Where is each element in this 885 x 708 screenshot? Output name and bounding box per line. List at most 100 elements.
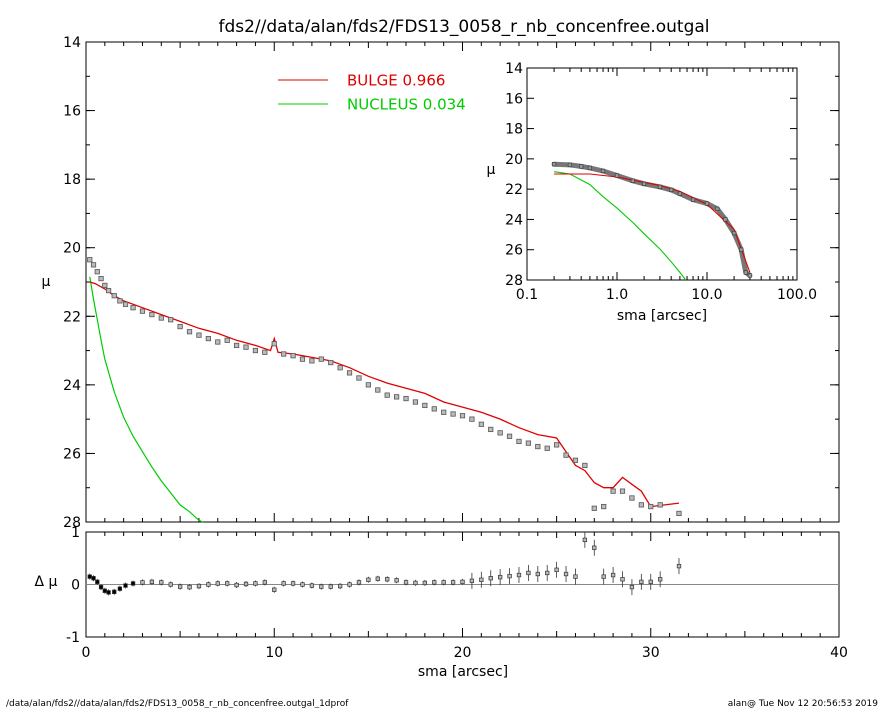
observed-point: [122, 301, 129, 307]
inset-observed-point: [641, 181, 647, 186]
residual-point: [385, 577, 390, 582]
observed-point: [412, 399, 419, 405]
observed-point: [365, 382, 371, 388]
inset-x-tick-label: 1.0: [606, 287, 628, 303]
inset-y-tick-label: 24: [505, 212, 523, 228]
observed-point: [290, 353, 296, 359]
observed-point: [572, 457, 579, 463]
observed-point: [657, 502, 663, 508]
residual-point: [177, 584, 183, 589]
inset-observed-point: [677, 191, 683, 196]
residual-point: [563, 571, 569, 577]
observed-point: [90, 262, 97, 268]
observed-point: [619, 488, 626, 494]
residual-point: [601, 574, 606, 579]
residual-point: [281, 581, 286, 586]
observed-point: [638, 502, 644, 508]
residual-point: [403, 580, 409, 585]
observed-point: [582, 462, 588, 469]
observed-point: [318, 356, 324, 362]
residual-x-tick-label: 0: [82, 645, 91, 661]
residual-point: [159, 580, 164, 585]
inset-observed-point: [731, 230, 737, 236]
observed-point: [205, 335, 211, 342]
inset-observed-point: [739, 247, 744, 252]
residual-point: [488, 576, 493, 581]
residual-point: [130, 581, 136, 586]
residual-point: [95, 579, 100, 585]
observed-point: [497, 430, 503, 436]
residual-point: [106, 590, 111, 595]
main-y-tick-label: 28: [63, 515, 81, 531]
inset-y-tick-label: 16: [505, 91, 523, 107]
inset-observed-point: [567, 162, 573, 168]
residual-point: [582, 537, 588, 543]
observed-point: [506, 433, 513, 439]
residual-x-tick-label: 20: [454, 645, 472, 661]
observed-point: [262, 349, 268, 355]
observed-point: [469, 416, 475, 422]
residual-point: [375, 576, 380, 581]
observed-point: [610, 488, 616, 494]
observed-point: [450, 411, 456, 417]
residual-point: [629, 584, 635, 590]
residual-point: [337, 583, 343, 589]
observed-point: [346, 370, 353, 376]
observed-point: [98, 275, 104, 282]
residual-point: [432, 580, 437, 585]
residual-point: [545, 570, 550, 576]
observed-point: [102, 282, 108, 289]
inset-y-axis-label: μ: [487, 162, 496, 178]
observed-point: [309, 358, 315, 364]
observed-point: [252, 347, 259, 354]
residual-point: [149, 579, 155, 585]
inset-y-tick-label: 28: [505, 273, 523, 289]
residual-point: [234, 582, 239, 588]
observed-point: [177, 323, 183, 330]
inset-y-tick-label: 22: [505, 182, 523, 198]
chart-title: fds2//data/alan/fds2/FDS13_0058_r_nb_con…: [218, 17, 709, 37]
residual-point: [620, 577, 625, 582]
residual-point: [243, 581, 249, 587]
residual-y-tick-label: 0: [71, 578, 80, 594]
residual-point: [356, 580, 362, 585]
observed-point: [403, 395, 409, 402]
residual-point: [592, 545, 597, 550]
footer-file-path: /data/alan/fds2//data/alan/fds2/FDS13_00…: [6, 699, 349, 708]
residual-point: [535, 571, 540, 577]
residual-x-tick-label: 40: [830, 645, 848, 661]
residual-point: [319, 584, 324, 589]
residual-point: [168, 582, 173, 587]
residual-point: [526, 570, 531, 576]
observed-point: [271, 341, 277, 347]
inset-observed-point: [587, 165, 593, 171]
residual-point: [123, 583, 128, 588]
observed-point: [591, 505, 597, 511]
bulge-model-line: [89, 281, 680, 508]
inset-observed-point: [614, 173, 620, 178]
observed-point: [105, 287, 112, 294]
residual-point: [469, 578, 475, 583]
observed-point: [648, 503, 654, 510]
main-x-axis-label: sma [arcsec]: [418, 664, 508, 680]
main-y-tick-label: 24: [63, 378, 81, 394]
observed-point: [139, 308, 146, 314]
inset-observed-point: [723, 217, 728, 222]
residual-point: [347, 582, 352, 587]
observed-point: [535, 443, 541, 450]
observed-point: [478, 421, 484, 427]
inset-observed-point: [690, 197, 696, 202]
residual-point: [309, 583, 315, 588]
observed-point: [544, 445, 550, 451]
residual-point: [98, 584, 104, 590]
residual-point: [648, 579, 653, 585]
observed-point: [281, 351, 287, 357]
observed-point: [168, 317, 174, 323]
residual-point: [450, 580, 456, 585]
residual-point: [460, 579, 465, 585]
observed-point: [243, 344, 249, 350]
observed-point: [601, 503, 607, 510]
inset-y-tick-label: 18: [505, 122, 523, 138]
observed-point: [431, 406, 437, 412]
